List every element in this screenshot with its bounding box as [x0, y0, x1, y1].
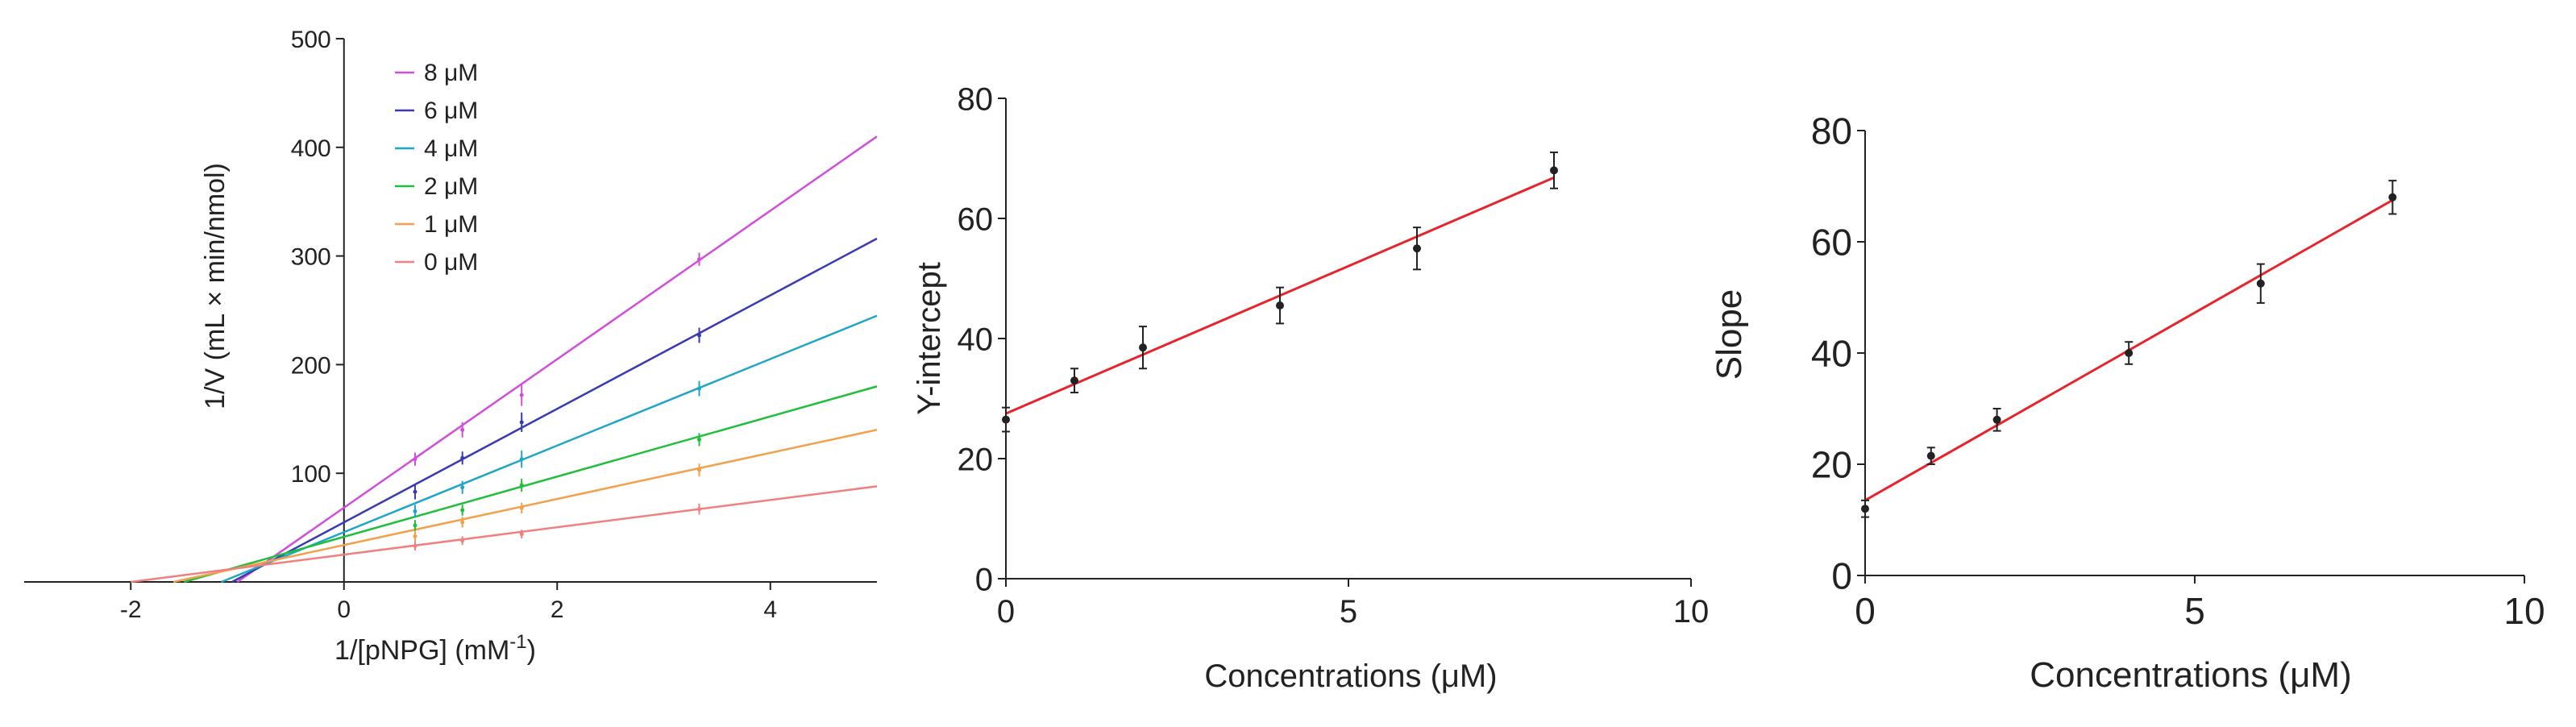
data-point — [413, 534, 418, 538]
legend-label: 1 μM — [424, 211, 478, 238]
x-tick-label: 10 — [2503, 590, 2545, 632]
data-point — [460, 427, 465, 432]
y-intercept-chart: 0 5 10 0 20 40 60 80 Concentrations (μM) Y-inte… — [912, 81, 1709, 694]
data-point — [1276, 301, 1284, 310]
y-tick-label: 100 — [291, 461, 331, 488]
data-point — [519, 505, 524, 510]
data-point — [1992, 415, 2001, 424]
data-point — [460, 538, 465, 543]
legend-label: 6 μM — [424, 98, 478, 124]
y-tick-label: 60 — [958, 201, 994, 237]
data-point — [460, 485, 465, 490]
legend-label: 0 μM — [424, 249, 478, 276]
fit-line — [172, 429, 878, 584]
legend-label: 8 μM — [424, 60, 478, 86]
data-point — [460, 508, 465, 513]
x-axis-label: Concentrations (μM) — [2030, 655, 2351, 695]
x-tick-label: 2 — [551, 596, 564, 623]
fit-line — [184, 385, 878, 584]
y-tick-label: 80 — [958, 81, 994, 117]
data-point — [1550, 166, 1558, 175]
data-point — [697, 467, 702, 472]
data-point — [697, 437, 702, 442]
legend-label: 4 μM — [424, 135, 478, 162]
data-point — [519, 393, 524, 397]
data-point — [460, 520, 465, 525]
x-tick-label: 5 — [1340, 594, 1357, 629]
x-tick-label: 5 — [2184, 590, 2205, 632]
y-tick-label: 200 — [291, 352, 331, 379]
data-point — [1002, 415, 1010, 424]
y-tick-label: 20 — [1811, 444, 1852, 486]
y-tick-label: 40 — [958, 322, 994, 357]
y-axis-label: Slope — [1710, 289, 1749, 380]
data-point — [1070, 376, 1078, 385]
data-point — [519, 532, 524, 537]
data-point — [697, 507, 702, 512]
data-point — [2388, 193, 2397, 201]
y-tick-label: 60 — [1811, 222, 1852, 264]
data-points — [413, 252, 702, 550]
fit-lines — [131, 135, 878, 584]
data-point — [519, 483, 524, 488]
y-tick-label: 400 — [291, 135, 331, 162]
y-axis-label: Y-intercept — [912, 262, 947, 415]
data-point — [413, 523, 418, 528]
chart-axes: -2 0 2 4 100 200 300 400 500 — [24, 27, 877, 623]
data-points — [1002, 152, 1558, 433]
slope-chart: 0 5 10 0 20 40 60 80 Concentrations (μM) Slope — [1710, 110, 2545, 695]
x-tick-label: 0 — [997, 594, 1015, 629]
y-tick-label: 500 — [291, 27, 331, 53]
x-axis-label: Concentrations (μM) — [1204, 658, 1497, 694]
fit-line — [236, 135, 878, 584]
y-axis-label: 1/V (mL × min/nmol) — [200, 163, 231, 409]
x-tick-label: 4 — [763, 596, 777, 623]
data-point — [697, 257, 702, 262]
data-points — [1861, 180, 2397, 518]
fit-line — [231, 237, 878, 584]
data-point — [1139, 343, 1147, 352]
y-tick-label: 40 — [1811, 333, 1852, 375]
data-point — [1861, 505, 1869, 513]
y-tick-label: 300 — [291, 244, 331, 271]
chart-axes: 0 5 10 0 20 40 60 80 — [1811, 110, 2545, 632]
data-point — [413, 489, 418, 494]
fit-line — [131, 485, 878, 584]
data-point — [413, 457, 418, 462]
x-tick-label: 0 — [337, 596, 351, 623]
lineweaver-burk-chart: -2 0 2 4 100 200 300 400 500 8 μM 6 μM 4 μM 2 μM 1 μ… — [24, 27, 878, 666]
x-tick-label: 0 — [1855, 590, 1876, 632]
data-point — [460, 455, 465, 460]
data-point — [1926, 451, 1935, 460]
data-point — [697, 386, 702, 391]
data-point — [1413, 244, 1421, 253]
y-tick-label: 0 — [1831, 555, 1852, 597]
data-point — [413, 544, 418, 549]
legend-label: 2 μM — [424, 173, 478, 200]
y-tick-label: 0 — [975, 562, 993, 597]
x-tick-label: 10 — [1673, 594, 1710, 629]
x-tick-label: -2 — [120, 596, 142, 623]
data-point — [413, 509, 418, 513]
y-tick-label: 20 — [958, 442, 994, 477]
y-tick-label: 80 — [1811, 110, 1852, 152]
legend: 8 μM 6 μM 4 μM 2 μM 1 μM 0 μM — [395, 60, 478, 276]
data-point — [519, 457, 524, 462]
fit-line — [221, 314, 878, 584]
chart-axes: 0 5 10 0 20 40 60 80 — [958, 81, 1710, 629]
data-point — [2125, 349, 2134, 357]
data-point — [697, 333, 702, 338]
x-axis-label: 1/[pNPG] (mM-1) — [334, 631, 536, 666]
data-point — [2256, 279, 2265, 288]
data-point — [519, 420, 524, 425]
